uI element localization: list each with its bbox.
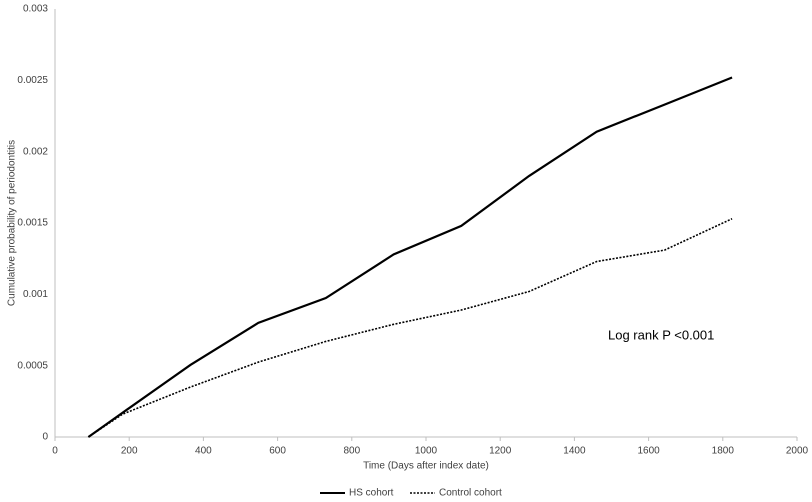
series-line [87, 76, 733, 438]
x-tick-label: 1600 [637, 446, 660, 457]
y-tick-label: 0.001 [23, 289, 48, 300]
y-tick-label: 0.003 [23, 4, 48, 15]
annotation: Log rank P <0.001 [608, 327, 714, 342]
x-tick-label: 1200 [489, 446, 512, 457]
y-axis-label: Cumulative probability of periodontitis [7, 140, 18, 306]
x-tick-label: 800 [343, 446, 360, 457]
y-tick-label: 0.002 [23, 146, 48, 157]
y-tick-label: 0 [42, 432, 48, 443]
x-tick-label: 600 [269, 446, 286, 457]
x-tick-label: 1400 [563, 446, 586, 457]
series-line [87, 217, 733, 438]
x-tick-label: 0 [52, 446, 58, 457]
x-axis-label: Time (Days after index date) [363, 461, 489, 472]
x-tick-label: 400 [195, 446, 212, 457]
legend-label: HS cohort [349, 488, 394, 499]
legend-label: Control cohort [439, 488, 502, 499]
x-tick-label: 1800 [712, 446, 735, 457]
y-tick-label: 0.0015 [17, 218, 48, 229]
x-tick-label: 2000 [786, 446, 809, 457]
x-tick-label: 1000 [415, 446, 438, 457]
y-tick-label: 0.0005 [17, 360, 48, 371]
y-tick-label: 0.0025 [17, 75, 48, 86]
x-tick-label: 200 [121, 446, 138, 457]
